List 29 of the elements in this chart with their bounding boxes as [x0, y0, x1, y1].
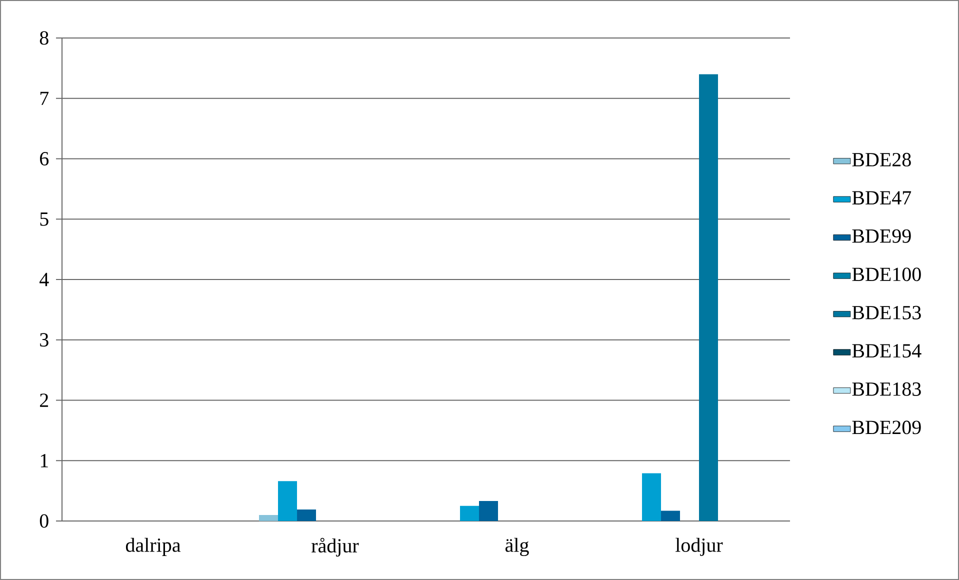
legend-label: BDE99	[852, 229, 911, 243]
x-tick-label: lodjur	[676, 538, 723, 556]
y-tick-label: 3	[40, 333, 48, 347]
legend-label: BDE28	[852, 152, 911, 166]
x-tick-label: rådjur	[312, 538, 359, 557]
legend-label: BDE153	[852, 306, 921, 320]
bar	[661, 510, 680, 521]
bar	[642, 473, 662, 521]
x-tick-label: älg	[505, 538, 529, 556]
y-tick-label: 8	[40, 31, 48, 45]
bar	[479, 501, 498, 521]
legend-label: BDE209	[852, 420, 921, 434]
y-tick-label: 4	[40, 272, 49, 286]
y-tick-label: 2	[40, 394, 48, 407]
y-tick-label: 1	[40, 454, 48, 468]
bar	[297, 510, 316, 521]
legend-label: BDE154	[852, 344, 922, 358]
legend-label: BDE47	[852, 191, 912, 204]
y-tick-label: 0	[40, 514, 48, 528]
bar	[259, 514, 278, 521]
x-tick-label: dalripa	[126, 538, 181, 556]
bar	[460, 506, 480, 521]
y-tick-label: 7	[40, 92, 49, 105]
y-tick-label: 6	[40, 152, 49, 166]
y-tick-label: 5	[40, 212, 48, 226]
legend-label: BDE183	[852, 382, 921, 396]
bar	[278, 481, 298, 521]
bar	[699, 74, 718, 521]
legend-label: BDE100	[852, 268, 921, 282]
